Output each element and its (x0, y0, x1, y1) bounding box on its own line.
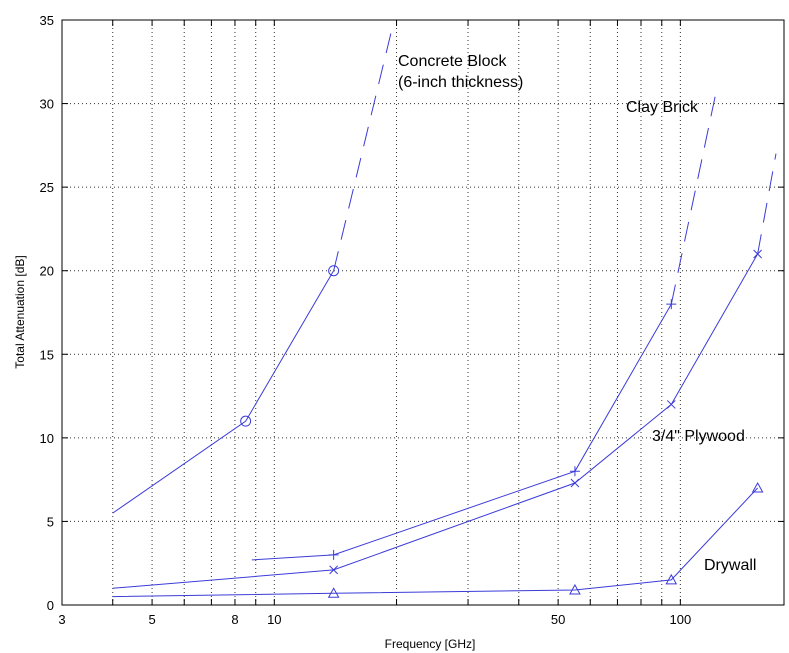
x-tick-label: 100 (669, 612, 691, 627)
data-point-triangle (569, 583, 581, 595)
x-tick-label: 10 (267, 612, 281, 627)
data-point-circle (240, 415, 252, 427)
data-point-x (570, 478, 580, 488)
tick-marks (61, 19, 784, 606)
plot-frame (61, 19, 785, 606)
series-3-4-plywood (112, 153, 777, 589)
series-label: (6-inch thickness) (398, 74, 523, 91)
y-tick-labels: 0 5 10 15 20 25 30 35 (40, 13, 54, 613)
data-point-x (329, 565, 338, 575)
series-group (112, 28, 777, 598)
series-label: Drywall (704, 557, 756, 574)
y-tick-label: 15 (40, 347, 54, 362)
y-tick-label: 0 (47, 598, 54, 613)
data-point-triangle (665, 573, 678, 585)
series-line (251, 303, 672, 561)
series-label: Clay Brick (626, 99, 699, 116)
data-point-circle (328, 265, 340, 277)
y-tick-label: 30 (40, 97, 54, 112)
grid (62, 20, 784, 605)
series-clay-brick (251, 95, 716, 561)
extrapolation-line (333, 28, 393, 271)
series-label: Concrete Block (398, 53, 507, 70)
x-tick-labels: 3 5 8 10 50 100 (58, 612, 691, 627)
x-tick-label: 8 (231, 612, 238, 627)
y-tick-label: 35 (40, 13, 54, 28)
y-tick-label: 25 (40, 180, 54, 195)
series-label: 3/4" Plywood (652, 428, 745, 445)
data-point-plus (666, 299, 677, 310)
series-line (112, 270, 335, 514)
x-tick-label: 3 (58, 612, 65, 627)
series-drywall (112, 481, 764, 598)
series-labels: Concrete Block (6-inch thickness) Clay Bri… (398, 53, 756, 574)
extrapolation-line (757, 153, 777, 255)
data-point-x (753, 249, 762, 259)
x-axis-label: Frequency [GHz] (385, 637, 476, 651)
y-tick-label: 10 (40, 431, 54, 446)
series-line (112, 487, 758, 598)
y-axis-label: Total Attenuation [dB] (13, 255, 27, 368)
y-tick-label: 20 (40, 264, 54, 279)
data-point-plus (328, 549, 339, 560)
x-tick-label: 50 (551, 612, 565, 627)
extrapolation-line (670, 95, 716, 305)
data-point-x (666, 400, 676, 409)
y-tick-label: 5 (47, 514, 54, 529)
data-point-plus (569, 466, 580, 477)
data-point-triangle (751, 481, 764, 493)
data-point-triangle (327, 587, 340, 598)
series-line (112, 253, 759, 589)
x-tick-label: 5 (148, 612, 155, 627)
series-concrete-block-6-inch-thickness (112, 28, 393, 514)
